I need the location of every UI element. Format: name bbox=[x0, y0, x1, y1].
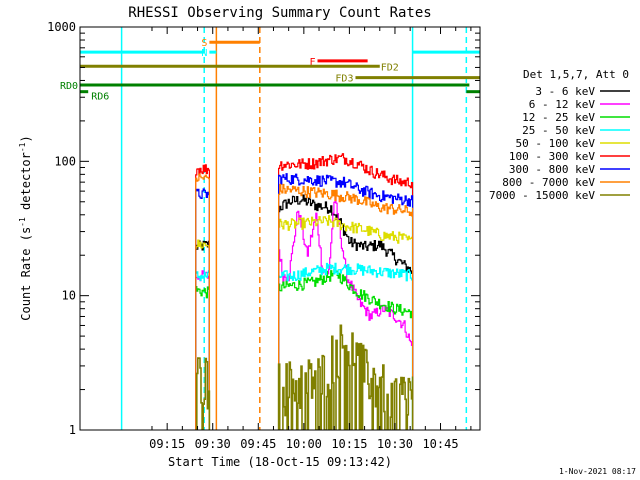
series-trace bbox=[277, 324, 414, 430]
plot-frame bbox=[79, 26, 481, 431]
legend-label: 100 - 300 keV bbox=[509, 150, 595, 163]
y-tick-label: 1000 bbox=[47, 20, 76, 34]
legend-label: 7000 - 15000 keV bbox=[489, 189, 595, 202]
legend-label: 50 - 100 keV bbox=[516, 137, 596, 150]
x-tick-label: 09:45 bbox=[240, 437, 276, 451]
x-axis-label: Start Time (18-Oct-15 09:13:42) bbox=[168, 455, 392, 469]
series-trace bbox=[278, 173, 414, 430]
state-label: RD6 bbox=[91, 92, 109, 103]
x-tick-label: 10:00 bbox=[286, 437, 322, 451]
legend-label: 6 - 12 keV bbox=[529, 98, 596, 111]
chart-title: RHESSI Observing Summary Count Rates bbox=[128, 5, 431, 21]
series-trace bbox=[278, 183, 414, 430]
legend-label: 12 - 25 keV bbox=[522, 111, 595, 124]
series-7 bbox=[195, 173, 414, 430]
series-trace bbox=[195, 240, 210, 430]
series-trace bbox=[195, 173, 210, 430]
series-trace bbox=[278, 194, 414, 430]
series-0 bbox=[195, 194, 414, 430]
state-label: N bbox=[201, 48, 207, 59]
y-tick-label: 100 bbox=[54, 154, 76, 168]
state-label: F bbox=[309, 57, 315, 68]
state-label: RD0 bbox=[60, 81, 78, 92]
state-label: FD3 bbox=[335, 74, 353, 85]
state-label: S bbox=[201, 38, 207, 49]
series-4 bbox=[195, 215, 414, 430]
series-trace bbox=[278, 268, 414, 430]
series-2 bbox=[195, 268, 414, 430]
y-tick-label: 1 bbox=[69, 423, 76, 437]
series-trace bbox=[278, 262, 414, 430]
y-tick-label: 10 bbox=[62, 289, 76, 303]
footer-timestamp: 1-Nov-2021 08:17 bbox=[559, 467, 636, 476]
series-8 bbox=[195, 324, 414, 430]
legend-label: 300 - 800 keV bbox=[509, 163, 595, 176]
x-tick-label: 10:30 bbox=[377, 437, 413, 451]
legend-label: 800 - 7000 keV bbox=[502, 176, 595, 189]
x-tick-label: 10:45 bbox=[422, 437, 458, 451]
series-trace bbox=[195, 357, 211, 430]
legend-label: 3 - 6 keV bbox=[535, 85, 595, 98]
legend-title: Det 1,5,7, Att 0 bbox=[523, 68, 629, 81]
series-trace bbox=[195, 270, 210, 430]
y-axis-label: Count Rate (s-1 detector-1) bbox=[18, 135, 33, 320]
series-trace bbox=[195, 239, 210, 430]
x-tick-label: 09:15 bbox=[149, 437, 185, 451]
series-3 bbox=[195, 262, 414, 430]
legend-label: 25 - 50 keV bbox=[522, 124, 595, 137]
x-tick-label: 10:15 bbox=[331, 437, 367, 451]
series-6 bbox=[195, 173, 414, 430]
series-trace bbox=[278, 215, 414, 430]
series-trace bbox=[195, 188, 210, 430]
series-trace bbox=[195, 164, 210, 430]
state-label: FD2 bbox=[381, 62, 399, 73]
series-trace bbox=[278, 153, 414, 430]
series-trace bbox=[195, 286, 210, 430]
series-5 bbox=[195, 153, 414, 430]
x-tick-label: 09:30 bbox=[195, 437, 231, 451]
